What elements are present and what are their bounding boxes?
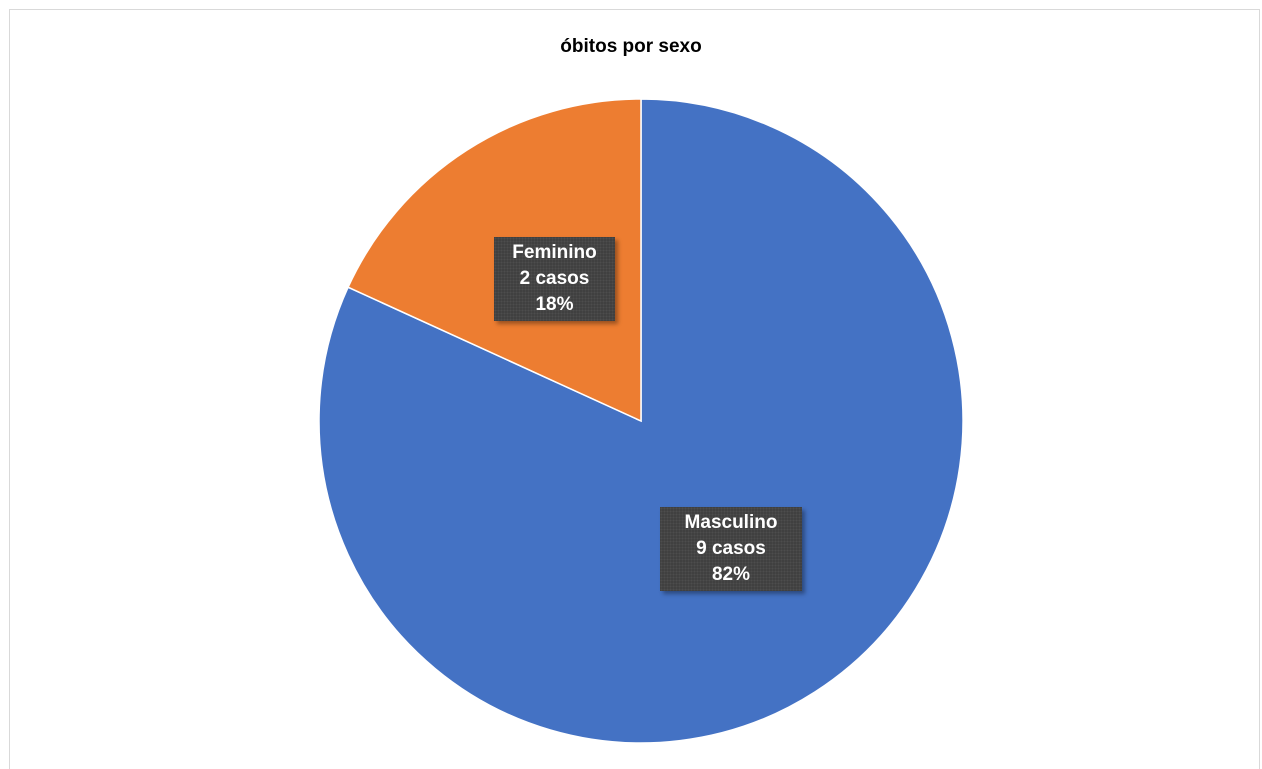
data-label-masculino: Masculino 9 casos 82% — [660, 507, 802, 591]
chart-title: óbitos por sexo — [560, 36, 702, 57]
data-label-feminino-name: Feminino — [512, 242, 597, 263]
data-label-feminino-percent: 18% — [535, 294, 574, 315]
data-label-masculino-count: 9 casos — [696, 538, 766, 559]
data-label-masculino-percent: 82% — [711, 564, 751, 585]
data-label-masculino-name: Masculino — [684, 512, 778, 533]
data-label-feminino-count: 2 casos — [519, 268, 590, 289]
data-label-feminino: Feminino 2 casos 18% — [494, 237, 615, 321]
